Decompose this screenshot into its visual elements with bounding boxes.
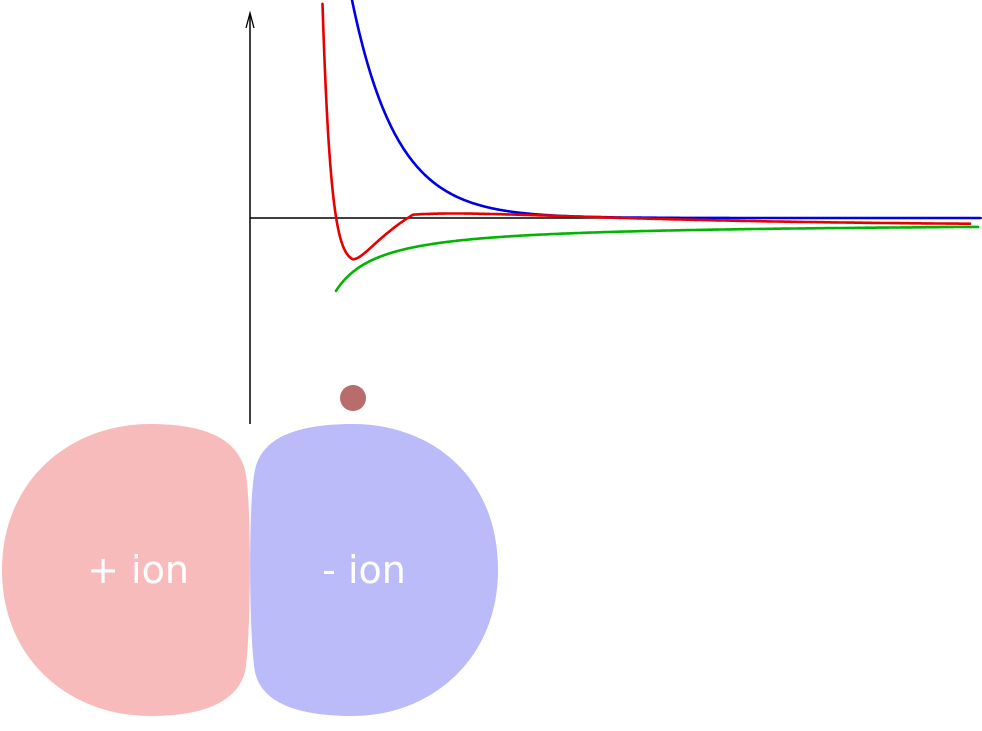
positive-ion: + ion (2, 424, 250, 716)
y-axis-arrowhead (245, 10, 255, 29)
net-energy-curve (321, 2, 972, 261)
repulsive-energy-curve (350, 0, 982, 220)
negative-ion-label: - ion (322, 548, 406, 592)
positive-ion-label: + ion (87, 548, 189, 592)
negative-ion: - ion (250, 424, 498, 716)
negative-ion-shape (250, 424, 498, 716)
positive-ion-shape (2, 424, 250, 716)
equilibrium-point-marker (340, 385, 366, 411)
attractive-energy-curve (334, 225, 980, 293)
